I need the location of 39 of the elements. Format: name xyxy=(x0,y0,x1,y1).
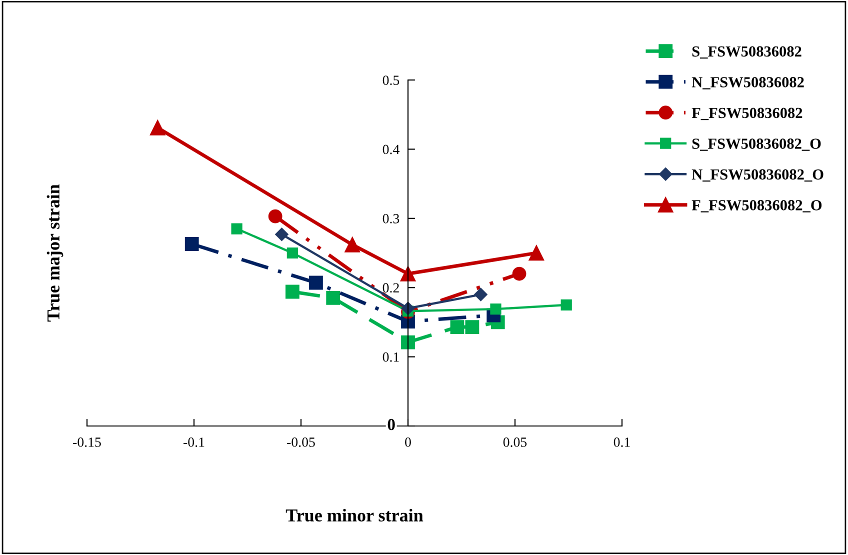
point xyxy=(474,288,488,302)
point xyxy=(401,335,415,350)
point xyxy=(285,284,300,299)
legend-label: N_FSW50836082 xyxy=(692,77,804,90)
point xyxy=(286,247,298,259)
x-tick-label: -0.05 xyxy=(287,438,315,447)
y-axis-title: True major strain xyxy=(46,184,64,322)
point xyxy=(401,302,415,315)
point xyxy=(309,276,323,290)
x-tick-label: 0.1 xyxy=(614,438,630,447)
y-tick-label: 0.1 xyxy=(382,352,399,362)
x-tick-label: 0 xyxy=(405,438,411,447)
y-tick-label: 0.2 xyxy=(382,283,399,293)
x-tick-label: 0.05 xyxy=(503,438,527,447)
legend-label: F_FSW50836082 xyxy=(692,108,802,120)
legend-label: S_FSW50836082 xyxy=(692,46,802,59)
point xyxy=(450,320,464,334)
x-tick-label: -0.15 xyxy=(73,438,101,447)
y-tick-label: 0 xyxy=(388,418,395,430)
point xyxy=(528,245,544,261)
point xyxy=(150,120,166,136)
y-tick-label: 0.5 xyxy=(382,76,400,86)
x-axis-title: True minor strain xyxy=(286,508,424,522)
point xyxy=(326,291,340,305)
y-tick-label: 0.4 xyxy=(382,144,400,154)
point xyxy=(560,299,572,310)
point xyxy=(344,237,360,252)
legend-label: S_FSW50836082_O xyxy=(692,138,821,151)
point xyxy=(512,266,526,281)
y-tick-label: 0.3 xyxy=(382,214,400,224)
legend-label: N_FSW50836082_O xyxy=(692,169,824,182)
point xyxy=(184,237,199,251)
point xyxy=(275,228,288,241)
x-tick-label: -0.1 xyxy=(184,438,204,447)
legend-label: F_FSW50836082_O xyxy=(692,200,822,212)
point xyxy=(490,303,502,315)
point xyxy=(268,209,282,224)
point xyxy=(231,223,242,234)
point xyxy=(465,320,480,334)
